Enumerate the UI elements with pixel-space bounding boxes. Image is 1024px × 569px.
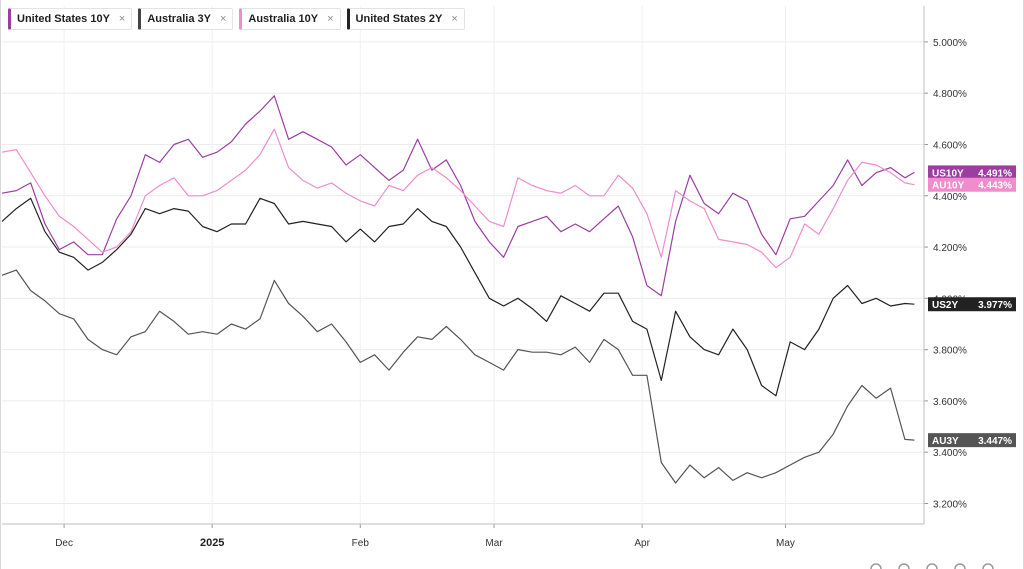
value-tag-name: AU3Y [932,436,959,447]
close-icon[interactable]: × [118,13,126,25]
legend-label: Australia 3Y [147,13,211,25]
x-tick-label: Feb [352,538,370,549]
value-tag-value: 3.447% [978,436,1012,447]
legend-item-au3y[interactable]: Australia 3Y × [138,8,234,30]
value-tag-value: 3.977% [978,300,1012,311]
toolbar-icon[interactable] [898,563,910,569]
toolbar-icon[interactable] [954,563,966,569]
legend-item-us2y[interactable]: United States 2Y × [346,8,465,30]
close-icon[interactable]: × [451,13,458,25]
y-tick-label: 3.400% [933,448,967,459]
legend-label: United States 2Y [355,13,443,25]
x-tick-label: 2025 [200,537,224,549]
y-tick-label: 4.200% [933,243,967,254]
value-tag-name: US10Y [932,168,964,179]
toolbar-icon[interactable] [926,563,938,569]
value-tag-value: 4.443% [978,181,1012,192]
series-line-au10y [1,128,915,269]
close-icon[interactable]: × [327,13,334,25]
toolbar-icons [870,563,994,569]
y-tick-label: 3.200% [933,499,967,510]
y-tick-label: 5.000% [933,38,967,49]
legend-item-au10y[interactable]: Australia 10Y × [239,8,341,30]
legend: United States 10Y × Australia 3Y × Austr… [8,8,465,30]
series-line-au3y [1,269,915,484]
x-tick-label: May [776,538,795,549]
value-tag-us10y [928,165,1016,180]
y-tick-label: 4.600% [933,140,967,151]
toolbar-icon[interactable] [870,563,882,569]
x-tick-label: Apr [634,538,650,549]
legend-item-us10y[interactable]: United States 10Y × [8,8,133,30]
series-line-us2y [1,197,915,397]
series-line-us10y [1,95,915,297]
plot-area [2,6,924,524]
value-tag-us2y [928,297,1016,312]
value-tag-au10y [928,177,1016,192]
close-icon[interactable]: × [219,13,227,25]
legend-label: Australia 10Y [248,13,319,25]
y-tick-label: 4.400% [933,192,967,203]
y-tick-label: 3.800% [933,346,967,357]
y-tick-label: 4.800% [933,89,967,100]
value-tag-au3y [928,433,1016,448]
x-tick-label: Mar [485,538,503,549]
value-tag-value: 4.491% [978,168,1012,179]
value-tag-name: US2Y [932,300,958,311]
x-tick-label: Dec [55,538,73,549]
value-tag-name: AU10Y [932,181,965,192]
legend-label: United States 10Y [17,13,110,25]
y-tick-label: 3.600% [933,397,967,408]
toolbar-icon[interactable] [982,563,994,569]
